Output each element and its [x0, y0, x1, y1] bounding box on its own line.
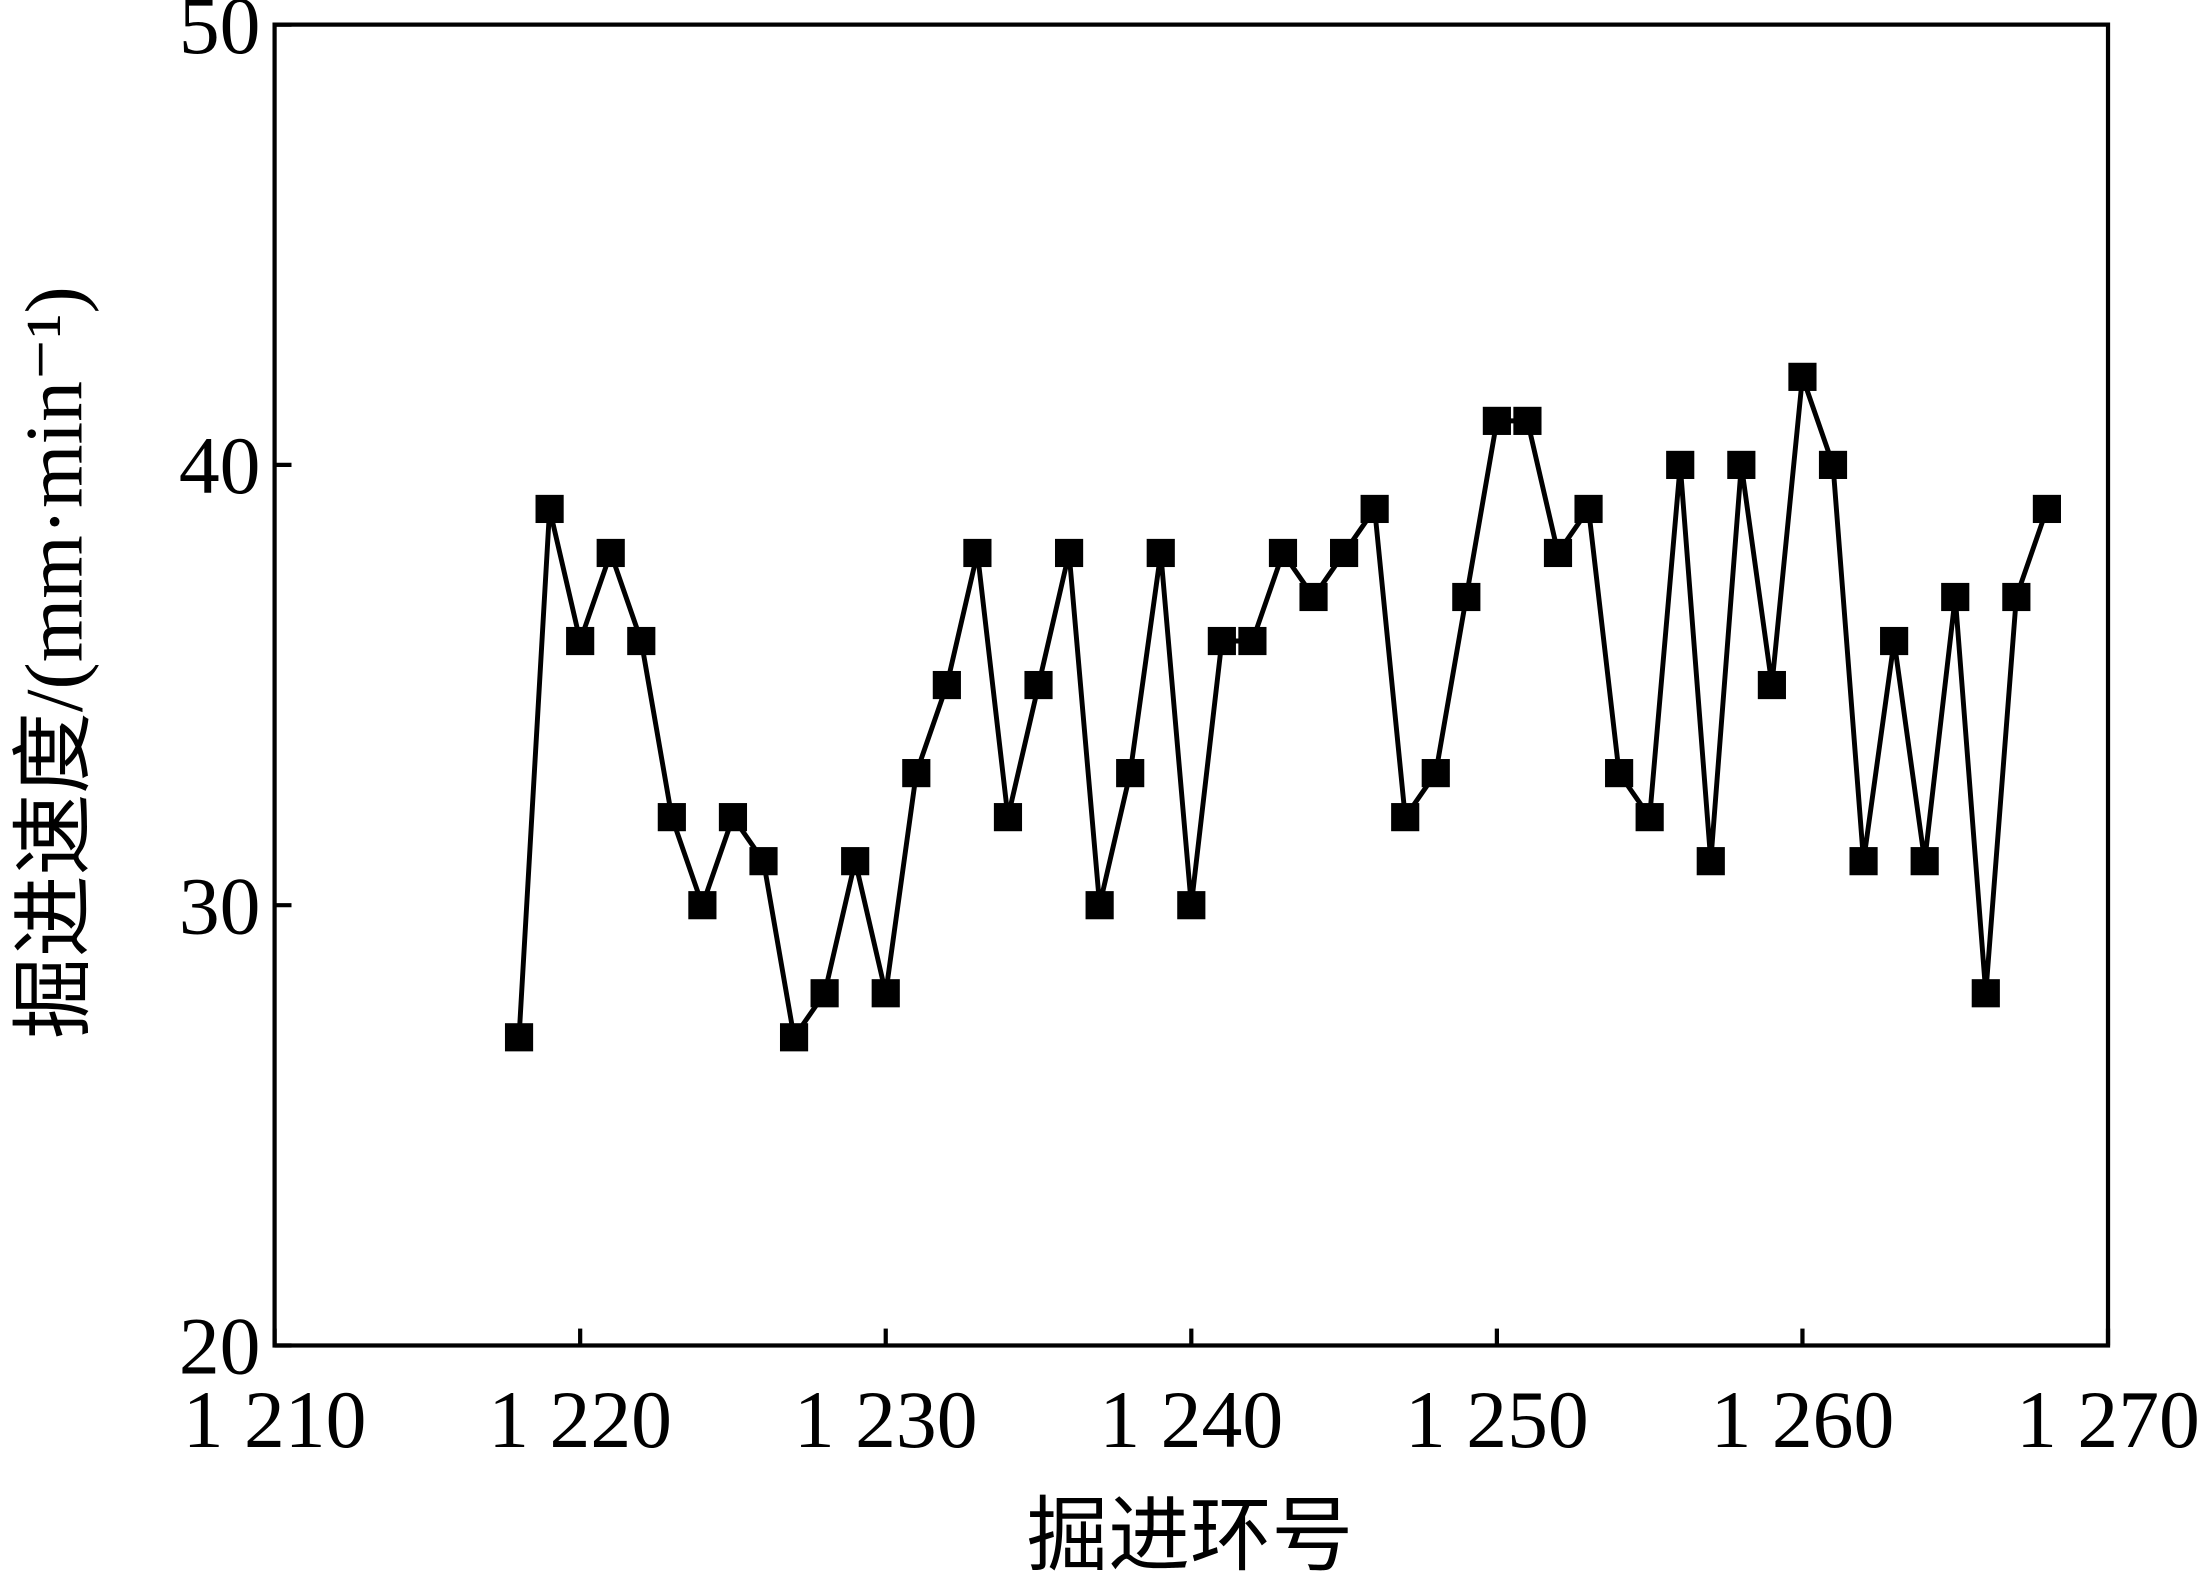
data-point [1146, 538, 1175, 568]
data-point [1788, 362, 1817, 391]
data-point [810, 979, 839, 1008]
data-point [1574, 494, 1603, 524]
y-tick-label: 50 [179, 0, 261, 71]
data-point [627, 626, 656, 656]
y-tick-label: 30 [179, 860, 261, 951]
data-point [1757, 670, 1786, 700]
data-point [1910, 847, 1939, 876]
data-point [1360, 494, 1389, 524]
data-point [1605, 759, 1634, 788]
series-line [516, 376, 2050, 1044]
x-tick-label: 1 230 [794, 1374, 978, 1465]
data-point [902, 759, 931, 788]
x-tick-label: 1 220 [488, 1374, 672, 1465]
data-point [718, 803, 748, 832]
data-point [1818, 450, 1848, 479]
x-tick-label: 1 270 [2016, 1374, 2200, 1465]
data-point [1452, 582, 1481, 612]
data-point [1849, 847, 1878, 876]
data-point [1085, 891, 1114, 920]
data-point [1666, 450, 1695, 479]
data-point [2002, 582, 2031, 612]
data-point [1268, 538, 1298, 568]
data-point [1207, 626, 1236, 656]
y-tick-label: 40 [179, 420, 261, 511]
data-point [596, 538, 625, 568]
y-tick-label: 20 [179, 1301, 261, 1392]
data-point [1635, 803, 1664, 832]
data-point [1482, 406, 1511, 435]
data-point [1971, 979, 2000, 1008]
data-point [1696, 847, 1725, 876]
data-point [1421, 759, 1450, 788]
data-point [993, 803, 1023, 832]
data-point [1299, 582, 1328, 612]
data-point [841, 847, 870, 876]
data-point [1054, 538, 1084, 568]
x-axis-label: 掘进环号 [1027, 1491, 1354, 1582]
data-point [1543, 538, 1573, 568]
data-point [566, 626, 595, 656]
data-point [932, 670, 961, 700]
data-point [1513, 406, 1542, 435]
data-point [1238, 626, 1267, 656]
plot-frame [272, 22, 2111, 1348]
data-point [688, 891, 717, 920]
y-axis-label: 掘进速度/(mm·min⁻¹) [9, 286, 100, 1039]
data-point [1391, 803, 1420, 832]
data-point [535, 494, 564, 524]
x-tick-label: 1 240 [1099, 1374, 1283, 1465]
data-point [1116, 759, 1145, 788]
data-point [871, 979, 900, 1008]
data-point [1880, 626, 1909, 656]
data-point [1330, 538, 1359, 568]
data-point [657, 803, 686, 832]
data-point [779, 1023, 809, 1052]
data-point [1177, 891, 1206, 920]
data-point [2032, 494, 2061, 524]
x-tick-label: 1 210 [183, 1374, 367, 1465]
data-point [749, 847, 778, 876]
data-point [504, 1023, 534, 1052]
data-point [963, 538, 992, 568]
x-tick-label: 1 260 [1711, 1374, 1895, 1465]
data-point [1024, 670, 1053, 700]
data-point [1727, 450, 1756, 479]
x-tick-label: 1 250 [1405, 1374, 1589, 1465]
data-point [1941, 582, 1970, 612]
